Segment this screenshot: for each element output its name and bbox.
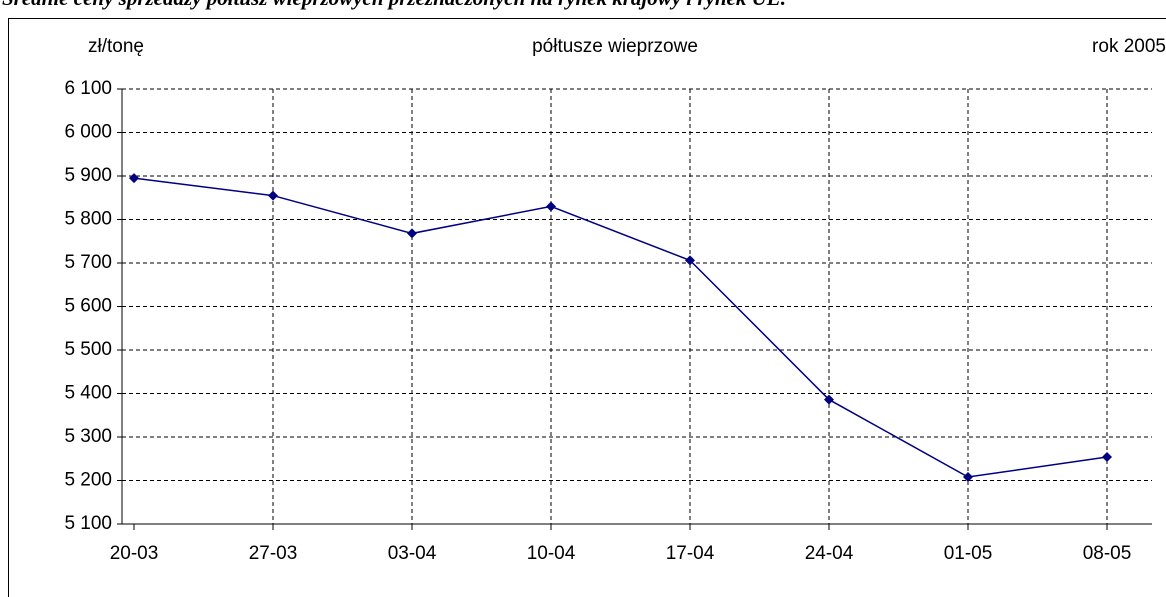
y-tick-label: 5 300 [64,426,112,447]
data-line [133,177,1108,478]
y-tick-label: 5 200 [64,470,112,491]
chart-frame [8,18,1166,597]
y-tick-label: 5 900 [64,165,112,186]
x-tick-label: 20-03 [110,543,159,564]
data-point [268,190,278,201]
x-tick-label: 17-04 [666,543,715,564]
x-tick-label: 10-04 [527,543,576,564]
data-point [963,472,973,483]
chart-subtitle: rok 2005 [1092,36,1166,57]
y-tick-label: 5 100 [64,513,112,534]
y-tick-label: 5 500 [64,339,112,360]
page-heading: Średnie ceny sprzedaży półtusz wieprzowy… [2,0,786,10]
x-tick-label: 27-03 [249,543,298,564]
data-point [129,173,139,184]
data-point [685,255,695,266]
data-point [824,394,834,405]
chart-title: półtusze wieprzowe [532,36,698,57]
x-tick-label: 08-05 [1083,543,1132,564]
x-tick-label: 24-04 [805,543,854,564]
y-tick-label: 5 700 [64,252,112,273]
data-point [1102,452,1112,463]
y-tick-label: 6 000 [64,122,112,143]
y-tick-label: 5 800 [64,209,112,230]
y-axis-label: zł/tonę [88,36,144,57]
data-point [407,228,417,239]
x-tick-label: 01-05 [944,543,993,564]
y-tick-label: 5 400 [64,383,112,404]
x-tick-label: 03-04 [388,543,437,564]
data-point [546,201,556,212]
y-tick-label: 6 100 [64,78,112,99]
y-tick-label: 5 600 [64,296,112,317]
